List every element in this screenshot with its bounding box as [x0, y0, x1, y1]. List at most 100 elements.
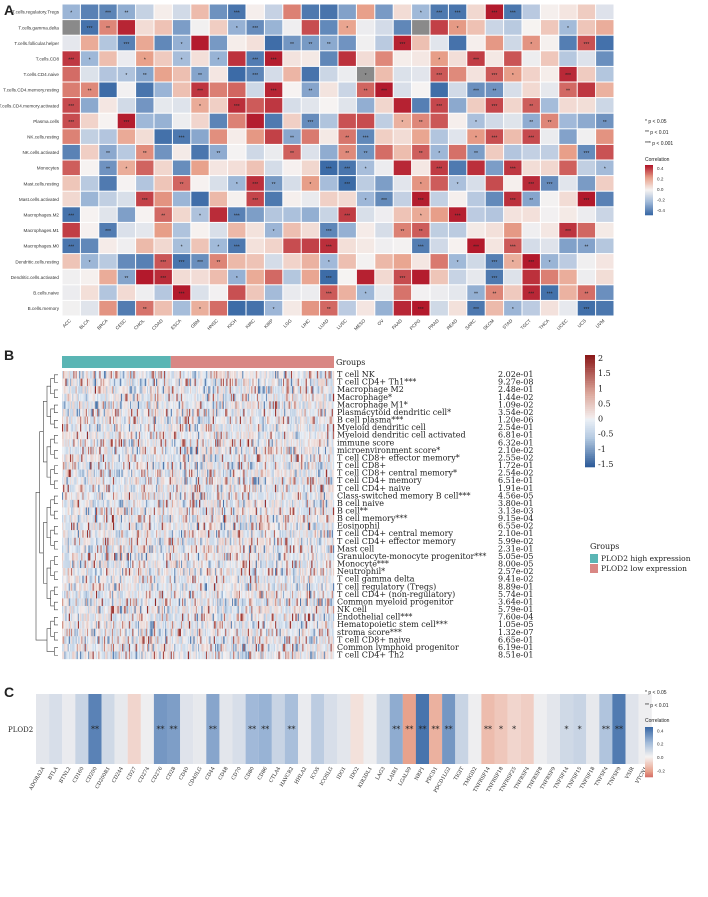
b-cell [79, 371, 81, 379]
b-cell [326, 386, 328, 394]
b-cell [89, 431, 91, 440]
b-cell [130, 446, 132, 455]
b-cell [85, 378, 88, 387]
b-cell [234, 461, 236, 470]
b-cell [203, 431, 205, 440]
b-cell [84, 401, 86, 409]
b-cell [144, 439, 147, 447]
a-cell-star: ** [143, 73, 147, 79]
b-cell [315, 416, 318, 425]
b-cell [318, 469, 320, 478]
b-cell [321, 461, 323, 470]
b-cell [263, 393, 266, 402]
b-cell [211, 484, 213, 493]
b-cell [255, 469, 258, 478]
b-cell [62, 378, 64, 387]
a-cell-star: ** [492, 89, 496, 95]
b-cell [330, 492, 332, 500]
b-cell [86, 393, 89, 402]
b-cell [82, 454, 84, 463]
a-cell [338, 176, 356, 191]
b-cell [73, 378, 75, 387]
b-row-pvalue: 2.48e-01 [498, 385, 533, 394]
b-cell [227, 416, 229, 425]
b-cell [235, 454, 237, 463]
b-cell [123, 469, 125, 478]
b-cell [217, 431, 219, 440]
b-cell [73, 408, 75, 417]
b-cell [285, 401, 287, 409]
a-cell [99, 300, 117, 316]
a-cell-star: *** [326, 229, 332, 235]
b-cell [124, 416, 126, 425]
b-cell [279, 424, 281, 432]
b-cell [208, 386, 210, 394]
b-cell [294, 416, 296, 425]
b-cell [182, 439, 184, 447]
a-cell [504, 4, 522, 20]
b-cell [139, 477, 141, 485]
b-cell [199, 431, 201, 440]
a-cell-star: * [236, 182, 238, 188]
b-cell [208, 484, 210, 493]
b-cell [207, 401, 209, 409]
b-cell [99, 424, 101, 432]
b-cell [75, 416, 77, 425]
b-cell [62, 469, 64, 478]
b-cell [283, 408, 285, 417]
b-cell [310, 484, 312, 493]
b-cell [251, 371, 253, 379]
b-cell [281, 439, 284, 447]
a-cell [80, 222, 99, 238]
b-cell [86, 446, 89, 455]
b-cell [254, 401, 256, 409]
b-cell [259, 424, 261, 432]
b-cell [102, 461, 105, 470]
b-cell [309, 454, 311, 463]
b-cell [253, 416, 255, 425]
b-cell [141, 469, 143, 478]
b-cell [279, 454, 281, 463]
b-cell [258, 431, 260, 440]
b-cell [136, 492, 139, 500]
b-cell [127, 371, 130, 379]
b-cell [271, 454, 273, 463]
b-cell [219, 378, 221, 387]
b-cell [63, 484, 65, 493]
b-cell [159, 477, 161, 485]
b-cell [204, 484, 207, 493]
b-cell [117, 408, 119, 417]
b-cell [296, 461, 298, 470]
a-cell [504, 300, 522, 316]
a-cell-star: *** [68, 104, 74, 110]
b-cell [246, 492, 249, 500]
a-cell-star: ** [143, 307, 147, 313]
a-cell [320, 35, 338, 51]
b-cell [315, 454, 318, 463]
a-legend-step [645, 172, 653, 175]
b-cell [80, 371, 82, 379]
a-col-label: BRCA [96, 318, 109, 331]
a-cell [356, 285, 375, 300]
a-cell-star: *** [473, 57, 479, 63]
a-cell [117, 113, 136, 129]
b-cell [181, 424, 183, 432]
b-cell [73, 461, 75, 470]
a-cell [430, 191, 448, 207]
b-cell [227, 393, 229, 402]
b-cell [169, 469, 171, 478]
b-cell [93, 401, 96, 409]
b-cell [229, 371, 232, 379]
b-cell [183, 477, 185, 485]
b-cell [304, 431, 306, 440]
b-cell [150, 393, 152, 402]
b-row-label: Macrophage M2 [337, 385, 404, 394]
b-cell [105, 477, 107, 485]
b-cell [76, 499, 79, 508]
b-row-pvalue: 2.02e-01 [498, 370, 533, 379]
a-cell-star: *** [252, 73, 258, 79]
b-cell [323, 484, 326, 493]
b-cell [137, 424, 140, 432]
a-legend-step [645, 213, 653, 216]
b-cell [266, 492, 268, 500]
